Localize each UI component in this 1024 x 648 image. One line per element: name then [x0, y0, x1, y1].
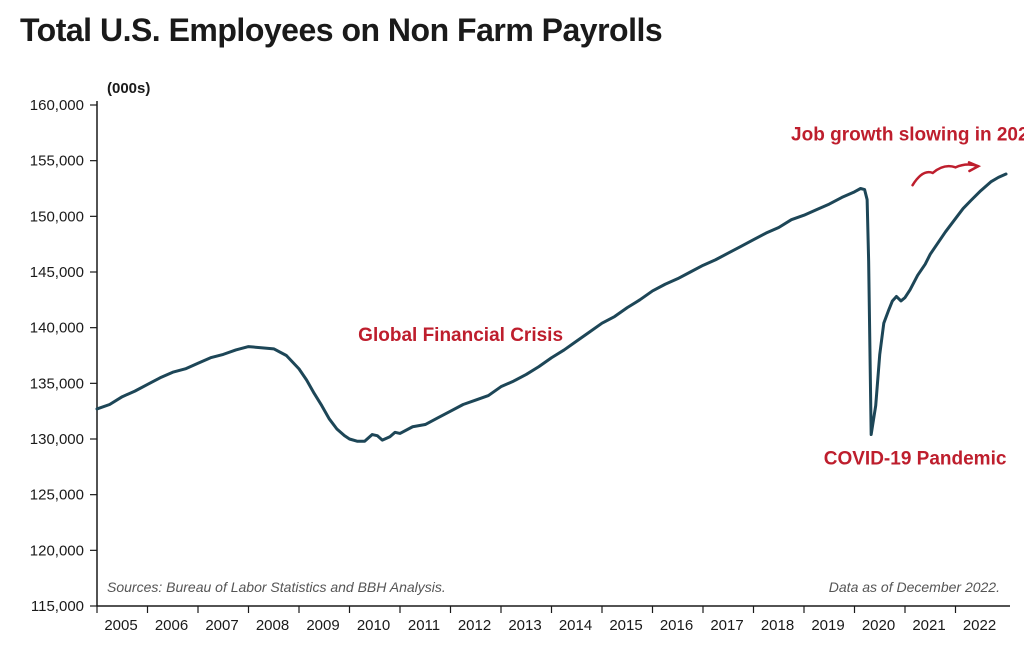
- y-tick-label: 160,000: [30, 97, 84, 114]
- x-tick-label: 2015: [609, 617, 642, 634]
- chart-plot: 115,000 120,000 125,000 130,000 135,000 140,0…: [0, 0, 1024, 643]
- y-tick-label: 130,000: [30, 431, 84, 448]
- x-tick-label: 2021: [912, 617, 945, 634]
- payrolls-series: [97, 174, 1006, 441]
- slowing-arrow-head: [969, 162, 978, 171]
- y-unit-label: (000s): [107, 80, 150, 97]
- x-tick-label: 2014: [559, 617, 592, 634]
- x-tick-label: 2012: [458, 617, 491, 634]
- x-tick-label: 2016: [660, 617, 693, 634]
- x-tick-label: 2017: [710, 617, 743, 634]
- x-tick-label: 2019: [811, 617, 844, 634]
- x-tick-label: 2011: [408, 617, 440, 634]
- annotation-gfc: Global Financial Crisis: [358, 325, 563, 346]
- y-tick-label: 135,000: [30, 375, 84, 392]
- x-tick-label: 2013: [508, 617, 541, 634]
- source-text: Sources: Bureau of Labor Statistics and …: [107, 579, 446, 595]
- x-tick-label: 2018: [761, 617, 794, 634]
- y-tick-label: 145,000: [30, 264, 84, 281]
- y-tick-label: 115,000: [31, 598, 84, 615]
- x-tick-label: 2008: [256, 617, 289, 634]
- annotation-slowing: Job growth slowing in 2023: [791, 125, 1024, 146]
- x-tick-label: 2007: [205, 617, 238, 634]
- x-tick-label: 2022: [963, 617, 996, 634]
- x-tick-label: 2010: [357, 617, 390, 634]
- slowing-arrow: [913, 164, 979, 185]
- x-tick-label: 2020: [862, 617, 895, 634]
- x-tick-label: 2009: [306, 617, 339, 634]
- x-tick-label: 2006: [155, 617, 188, 634]
- x-tick-label: 2005: [104, 617, 137, 634]
- annotation-covid: COVID-19 Pandemic: [824, 449, 1007, 470]
- y-tick-label: 125,000: [30, 487, 84, 504]
- y-tick-label: 155,000: [30, 153, 84, 170]
- y-tick-label: 140,000: [30, 320, 84, 337]
- chart-title: Total U.S. Employees on Non Farm Payroll…: [20, 12, 662, 49]
- date-text: Data as of December 2022.: [829, 579, 1000, 595]
- y-tick-label: 150,000: [30, 208, 84, 225]
- y-tick-label: 120,000: [30, 542, 84, 559]
